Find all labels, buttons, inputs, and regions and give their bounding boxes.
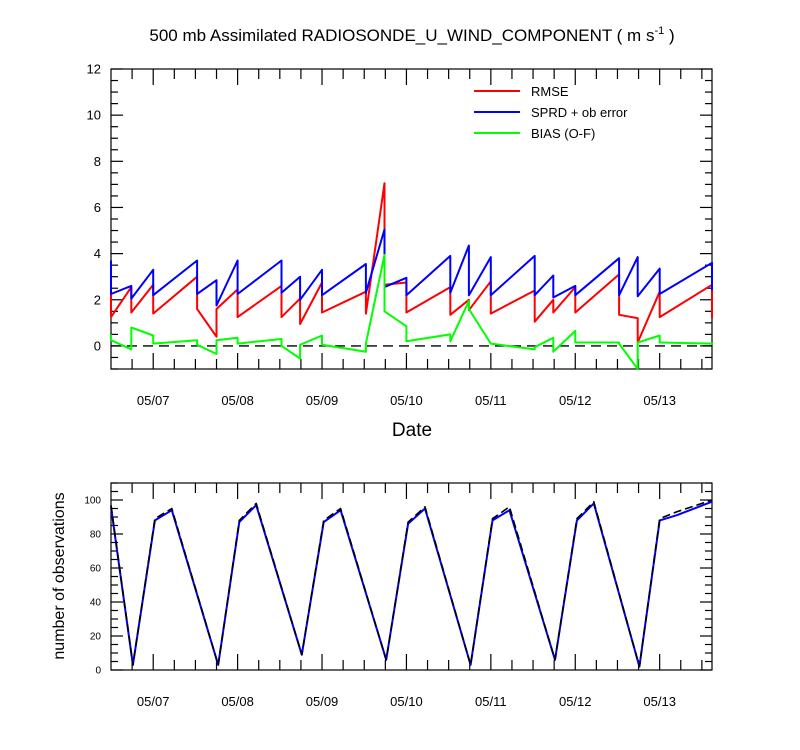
chart-title-unit-exponent: -1 — [654, 25, 664, 37]
y-tick-label: 40 — [90, 598, 102, 609]
y-tick-label: 100 — [84, 496, 101, 507]
x-tick-label: 05/13 — [643, 393, 676, 408]
x-tick-label: 05/11 — [475, 694, 507, 709]
x-tick-label: 05/13 — [643, 694, 676, 709]
bottom-ylabel: number of observations — [51, 492, 68, 659]
y-tick-label: 0 — [94, 338, 101, 353]
top-chart-panel: 05/07 05/08 05/09 05/10 05/11 05/12 05/13 0 2 4 6 8… — [87, 62, 713, 408]
y-tick-label: 20 — [90, 632, 102, 643]
series-line-rmse — [110, 182, 713, 344]
legend-label: RMSE — [531, 84, 569, 99]
series-line-sprd-ob-error — [110, 228, 713, 307]
chart-title-text: 500 mb Assimilated RADIOSONDE_U_WIND_COM… — [149, 26, 654, 45]
y-tick-label: 10 — [87, 108, 101, 123]
bottom-chart-panel: 05/07 05/08 05/09 05/10 05/11 05/12 05/13 0 20 40… — [84, 482, 713, 709]
legend-label: SPRD + ob error — [531, 105, 628, 120]
x-tick-label: 05/07 — [137, 694, 170, 709]
y-tick-label: 80 — [90, 530, 102, 541]
series-line-number-of-observations-assimilated — [110, 500, 713, 668]
plot-frame — [110, 482, 713, 671]
x-tick-label: 05/07 — [137, 393, 170, 408]
y-tick-label: 0 — [95, 666, 101, 677]
x-tick-label: 05/09 — [306, 694, 339, 709]
y-tick-label: 6 — [94, 200, 101, 215]
series-line-number-of-observations-total — [110, 499, 713, 668]
x-tick-label: 05/10 — [390, 393, 423, 408]
y-tick-label: 8 — [94, 154, 101, 169]
x-tick-label: 05/12 — [559, 393, 592, 408]
x-tick-label: 05/09 — [306, 393, 339, 408]
x-tick-label: 05/10 — [390, 694, 423, 709]
chart-title: 500 mb Assimilated RADIOSONDE_U_WIND_COM… — [149, 25, 674, 45]
series-line-bias-o-f — [110, 253, 713, 370]
legend-label: BIAS (O-F) — [531, 126, 595, 141]
y-tick-label: 12 — [87, 62, 101, 77]
chart-title-end: ) — [664, 26, 674, 45]
x-tick-label: 05/08 — [221, 393, 254, 408]
y-tick-label: 2 — [94, 292, 101, 307]
y-tick-label: 60 — [90, 564, 102, 575]
y-tick-label: 4 — [94, 246, 101, 261]
x-tick-label: 05/11 — [475, 393, 507, 408]
x-tick-label: 05/08 — [221, 694, 254, 709]
legend: RMSE SPRD + ob error BIAS (O-F) — [474, 84, 628, 141]
top-xlabel: Date — [392, 420, 432, 441]
x-tick-label: 05/12 — [559, 694, 592, 709]
